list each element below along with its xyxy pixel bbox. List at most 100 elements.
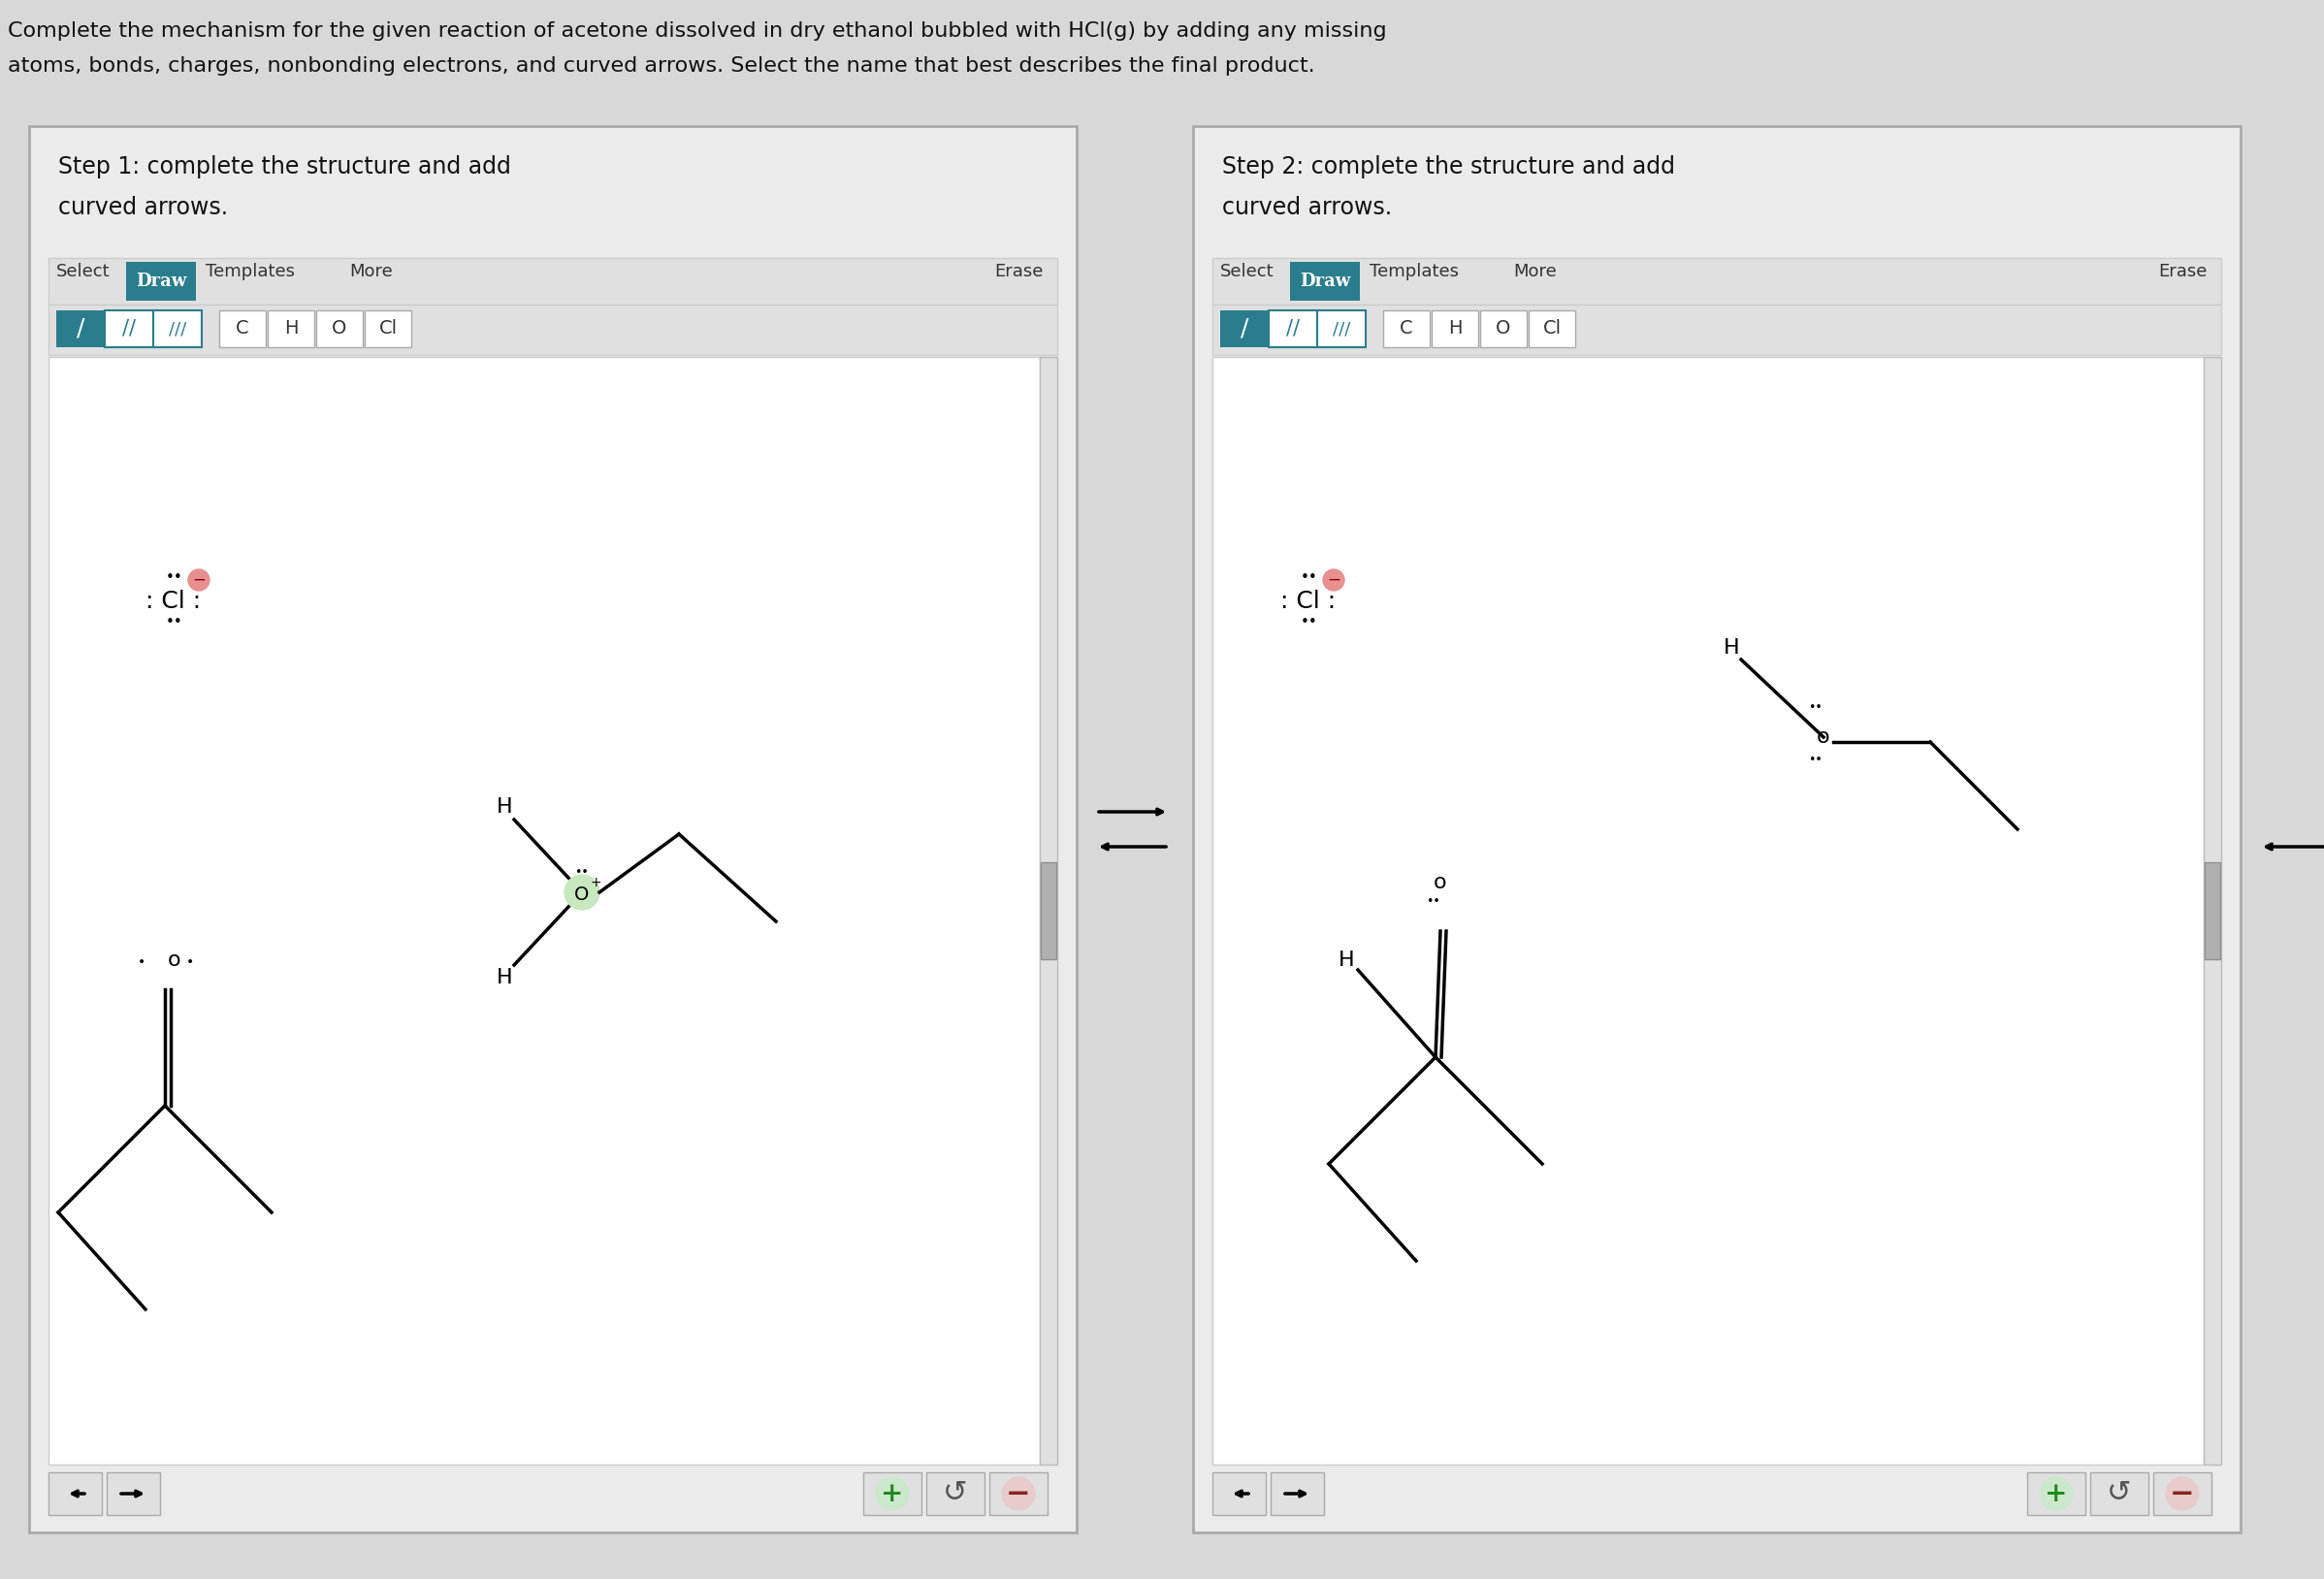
Bar <box>2089 1472 2147 1514</box>
Bar <box>1290 262 1360 300</box>
Circle shape <box>2166 1478 2199 1510</box>
Bar <box>2203 357 2222 1465</box>
Bar <box>153 311 202 347</box>
Text: H: H <box>1339 951 1355 970</box>
Bar <box>1213 257 2222 305</box>
Bar <box>218 311 265 347</box>
Circle shape <box>1002 1478 1034 1510</box>
Text: ••: •• <box>165 616 184 630</box>
Text: Erase: Erase <box>995 262 1043 281</box>
Text: ••: •• <box>1425 895 1441 908</box>
Text: : Cl :: : Cl : <box>1281 589 1336 613</box>
Text: Draw: Draw <box>1299 273 1350 291</box>
Bar <box>2027 1472 2085 1514</box>
Text: −: − <box>1327 572 1341 589</box>
Text: Draw: Draw <box>135 273 186 291</box>
Text: o: o <box>1817 728 1829 747</box>
Text: //: // <box>123 319 135 338</box>
Text: curved arrows.: curved arrows. <box>58 196 228 219</box>
Text: +: + <box>881 1481 904 1506</box>
Text: ↺: ↺ <box>944 1480 967 1508</box>
Text: ••: •• <box>165 570 184 586</box>
Text: : Cl :: : Cl : <box>146 589 200 613</box>
Bar <box>1432 311 1478 347</box>
Text: /: / <box>77 317 84 341</box>
Bar <box>1213 305 2222 355</box>
Text: ••: •• <box>1808 755 1822 767</box>
Text: H: H <box>497 797 511 816</box>
Circle shape <box>188 570 209 591</box>
Text: −: − <box>193 572 205 589</box>
Bar <box>1213 1472 1267 1514</box>
Bar <box>49 357 1039 1465</box>
Text: o: o <box>167 951 181 970</box>
Bar <box>49 257 1057 305</box>
Text: More: More <box>349 262 393 281</box>
Text: ///: /// <box>170 321 186 338</box>
Text: ///: /// <box>1332 321 1350 338</box>
Text: −: − <box>2171 1478 2194 1508</box>
Text: O: O <box>332 319 346 338</box>
Text: C: C <box>235 319 249 338</box>
Bar <box>2154 1472 2212 1514</box>
Bar <box>1192 126 2240 1533</box>
Bar <box>2205 862 2219 958</box>
Text: −: − <box>1006 1478 1032 1508</box>
Text: ••: •• <box>1808 701 1822 714</box>
Text: Step 2: complete the structure and add: Step 2: complete the structure and add <box>1222 155 1676 178</box>
Text: O: O <box>1497 319 1511 338</box>
Bar <box>862 1472 920 1514</box>
Bar <box>1220 311 1269 347</box>
Text: Select: Select <box>56 262 109 281</box>
Text: H: H <box>497 968 511 987</box>
Text: More: More <box>1513 262 1557 281</box>
Bar <box>927 1472 985 1514</box>
Bar <box>125 262 195 300</box>
Bar <box>49 305 1057 355</box>
Text: Cl: Cl <box>379 319 397 338</box>
Text: ↺: ↺ <box>2108 1480 2131 1508</box>
Circle shape <box>565 875 600 910</box>
Bar <box>990 1472 1048 1514</box>
Text: +: + <box>590 876 602 889</box>
Text: ••: •• <box>574 867 588 880</box>
Bar <box>49 1472 102 1514</box>
Text: Erase: Erase <box>2159 262 2208 281</box>
Bar <box>316 311 363 347</box>
Text: //: // <box>1285 319 1299 338</box>
Text: H: H <box>1724 638 1738 657</box>
Bar <box>1529 311 1576 347</box>
Text: C: C <box>1399 319 1413 338</box>
Bar <box>1480 311 1527 347</box>
Text: H: H <box>284 319 297 338</box>
Text: atoms, bonds, charges, nonbonding electrons, and curved arrows. Select the name : atoms, bonds, charges, nonbonding electr… <box>7 57 1315 76</box>
Bar <box>1041 862 1057 958</box>
Text: •: • <box>186 955 195 970</box>
Text: o: o <box>1434 873 1448 892</box>
Bar <box>1039 357 1057 1465</box>
Text: curved arrows.: curved arrows. <box>1222 196 1392 219</box>
Text: •: • <box>137 955 146 970</box>
Bar <box>30 126 1076 1533</box>
Circle shape <box>2040 1478 2073 1510</box>
Circle shape <box>1322 570 1343 591</box>
Text: O: O <box>574 886 590 903</box>
Bar <box>1383 311 1429 347</box>
Text: Step 1: complete the structure and add: Step 1: complete the structure and add <box>58 155 511 178</box>
Circle shape <box>876 1478 909 1510</box>
Text: +: + <box>2045 1481 2068 1506</box>
Bar <box>1269 311 1318 347</box>
Text: ••: •• <box>1301 616 1318 630</box>
Text: Templates: Templates <box>205 262 295 281</box>
Text: Complete the mechanism for the given reaction of acetone dissolved in dry ethano: Complete the mechanism for the given rea… <box>7 22 1387 41</box>
Text: Cl: Cl <box>1543 319 1562 338</box>
Text: /: / <box>1241 317 1248 341</box>
Bar <box>1318 311 1367 347</box>
Text: H: H <box>1448 319 1462 338</box>
Text: Select: Select <box>1220 262 1274 281</box>
Bar <box>107 1472 160 1514</box>
Bar <box>1213 357 2203 1465</box>
Text: ••: •• <box>1301 570 1318 586</box>
Text: Templates: Templates <box>1369 262 1459 281</box>
Bar <box>56 311 105 347</box>
